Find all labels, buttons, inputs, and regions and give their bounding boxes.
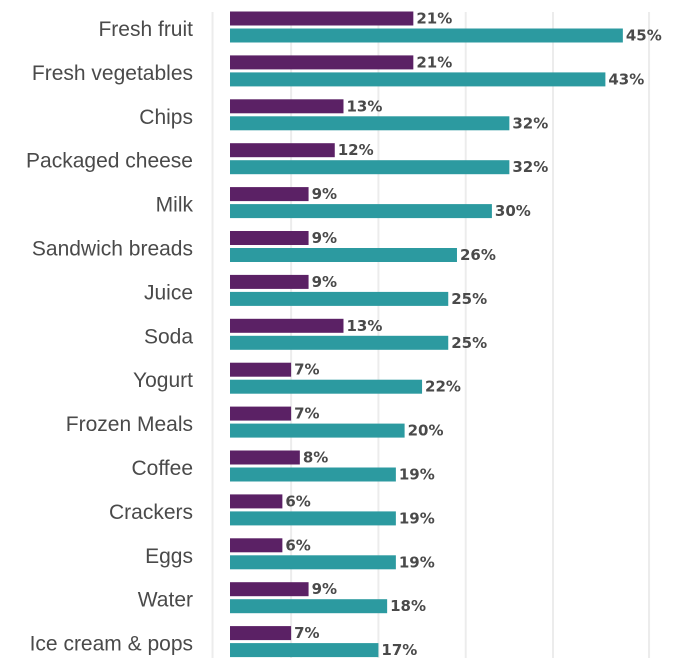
value-label-series1-eggs: 6% [285, 536, 310, 554]
category-label-eggs: Eggs [145, 545, 193, 568]
labels: Fresh fruit 21% 45% Fresh vegetables 21% 43% C… [26, 10, 662, 658]
value-label-series1-frozen-meals: 7% [294, 405, 319, 423]
value-label-series1-soda: 13% [346, 317, 382, 335]
category-label-water: Water [138, 589, 193, 612]
value-label-series2-soda: 25% [451, 334, 487, 352]
category-label-soda: Soda [144, 325, 193, 348]
value-label-series1-crackers: 6% [285, 492, 310, 510]
category-label-juice: Juice [144, 281, 193, 304]
category-label-crackers: Crackers [109, 501, 193, 524]
category-label-coffee: Coffee [132, 457, 194, 480]
bar-series1-eggs [230, 538, 283, 553]
bar-series2-crackers [230, 511, 396, 526]
value-label-series2-fresh-fruit: 45% [626, 27, 662, 45]
bar-series1-chips [230, 99, 344, 114]
bar-series2-fresh-vegetables [230, 72, 606, 87]
category-label-sandwich-breads: Sandwich breads [32, 238, 193, 261]
bar-series1-fresh-vegetables [230, 55, 414, 70]
value-label-series2-packaged-cheese: 32% [512, 158, 548, 176]
bar-series1-frozen-meals [230, 406, 292, 421]
category-label-ice-cream-pops: Ice cream & pops [30, 633, 193, 656]
bar-series2-juice [230, 291, 449, 306]
category-label-chips: Chips [139, 106, 193, 129]
value-label-series1-fresh-vegetables: 21% [416, 53, 452, 71]
bar-series2-frozen-meals [230, 423, 405, 438]
bar-series1-soda [230, 318, 344, 333]
category-label-milk: Milk [156, 194, 194, 217]
bar-series2-ice-cream-pops [230, 643, 379, 658]
value-label-series2-chips: 32% [512, 114, 548, 132]
value-label-series1-water: 9% [312, 580, 337, 598]
value-label-series2-sandwich-breads: 26% [460, 246, 496, 264]
value-label-series1-milk: 9% [312, 185, 337, 203]
bar-series1-crackers [230, 494, 283, 509]
bar-series2-chips [230, 116, 510, 131]
bar-series2-yogurt [230, 379, 423, 394]
bar-series2-sandwich-breads [230, 248, 457, 262]
bars [230, 11, 623, 658]
value-label-series2-milk: 30% [495, 202, 531, 220]
value-label-series2-eggs: 19% [399, 553, 435, 571]
value-label-series1-packaged-cheese: 12% [338, 141, 374, 159]
bar-series2-water [230, 599, 388, 614]
bar-series1-water [230, 582, 309, 597]
bar-series1-fresh-fruit [230, 11, 414, 26]
bar-series2-fresh-fruit [230, 28, 623, 43]
value-label-series1-fresh-fruit: 21% [416, 10, 452, 28]
bar-series2-packaged-cheese [230, 160, 510, 175]
bar-series1-packaged-cheese [230, 143, 335, 158]
value-label-series2-fresh-vegetables: 43% [608, 70, 644, 88]
value-label-series1-coffee: 8% [303, 449, 328, 467]
value-label-series2-juice: 25% [451, 290, 487, 308]
bar-series1-juice [230, 274, 309, 289]
bar-series1-yogurt [230, 362, 292, 377]
value-label-series1-sandwich-breads: 9% [312, 229, 337, 247]
value-label-series2-water: 18% [390, 597, 426, 615]
category-label-packaged-cheese: Packaged cheese [26, 150, 193, 173]
bar-series2-coffee [230, 467, 396, 482]
value-label-series2-ice-cream-pops: 17% [381, 641, 417, 658]
bar-series2-eggs [230, 555, 396, 570]
value-label-series1-yogurt: 7% [294, 361, 319, 379]
value-label-series2-crackers: 19% [399, 509, 435, 527]
bar-series1-milk [230, 187, 309, 202]
category-label-frozen-meals: Frozen Meals [66, 413, 193, 436]
category-label-fresh-fruit: Fresh fruit [98, 18, 193, 41]
bar-series2-milk [230, 204, 492, 219]
bar-series2-soda [230, 335, 449, 350]
value-label-series2-yogurt: 22% [425, 378, 461, 396]
value-label-series1-chips: 13% [346, 97, 382, 115]
category-label-yogurt: Yogurt [133, 369, 193, 392]
bar-series1-sandwich-breads [230, 231, 309, 245]
bar-series1-coffee [230, 450, 300, 465]
value-label-series2-frozen-meals: 20% [408, 422, 444, 440]
value-label-series1-juice: 9% [312, 273, 337, 291]
bar-series1-ice-cream-pops [230, 626, 292, 641]
category-label-fresh-vegetables: Fresh vegetables [32, 62, 193, 85]
value-label-series1-ice-cream-pops: 7% [294, 624, 319, 642]
value-label-series2-coffee: 19% [399, 466, 435, 484]
